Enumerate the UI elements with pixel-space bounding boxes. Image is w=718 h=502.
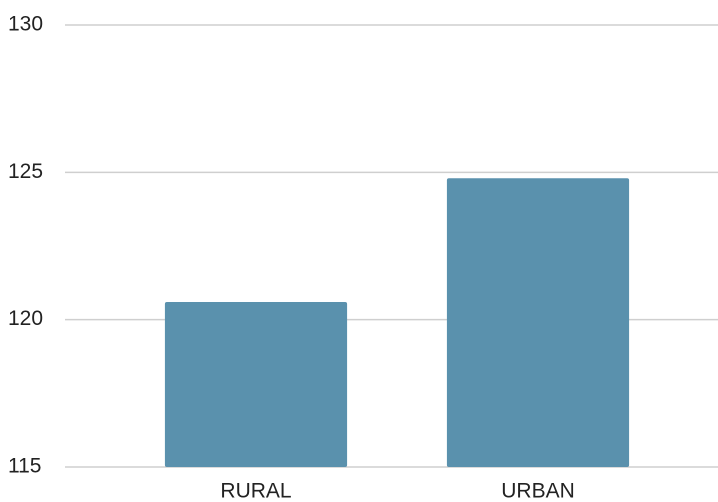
- y-tick-label: 125: [8, 160, 43, 183]
- y-tick-label: 115: [8, 455, 41, 478]
- bar: [446, 178, 630, 467]
- x-tick-label: URBAN: [501, 480, 575, 502]
- y-tick-label: 120: [8, 307, 43, 330]
- y-tick-label: 130: [8, 13, 43, 36]
- x-tick-label: RURAL: [220, 480, 291, 502]
- bar: [164, 301, 348, 467]
